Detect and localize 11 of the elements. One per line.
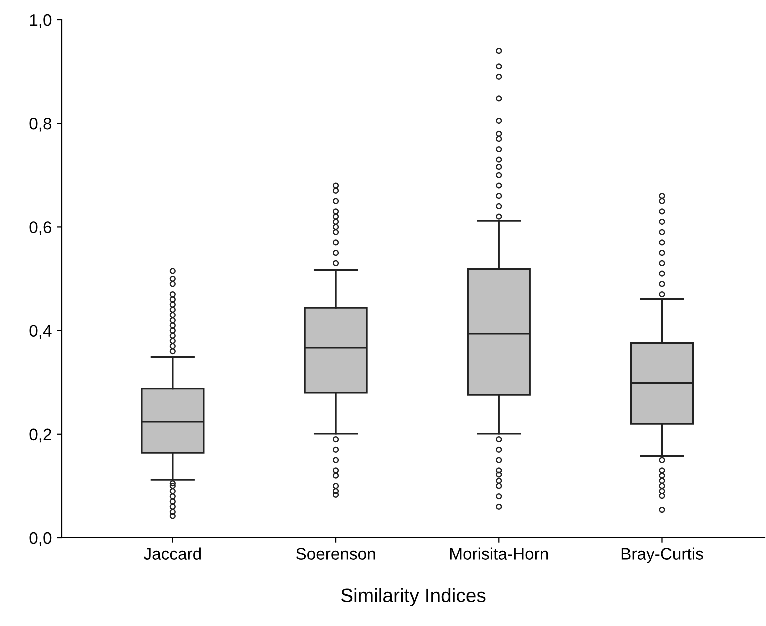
x-tick-label: Soerenson	[296, 548, 376, 560]
x-tick-label: Jaccard	[144, 548, 202, 560]
x-tick-label: Morisita-Horn	[450, 548, 548, 560]
x-axis-title: Similarity Indices	[341, 588, 486, 606]
y-tick-label: 0,2	[30, 428, 52, 443]
y-tick-label: 0,0	[30, 532, 52, 546]
y-tick-label: 0,6	[30, 222, 52, 236]
y-tick-label: 1,0	[30, 14, 52, 28]
y-tick-label: 0,8	[30, 118, 52, 132]
y-tick-label: 0,4	[30, 325, 52, 339]
x-tick-label: Bray-Curtis	[622, 548, 704, 564]
